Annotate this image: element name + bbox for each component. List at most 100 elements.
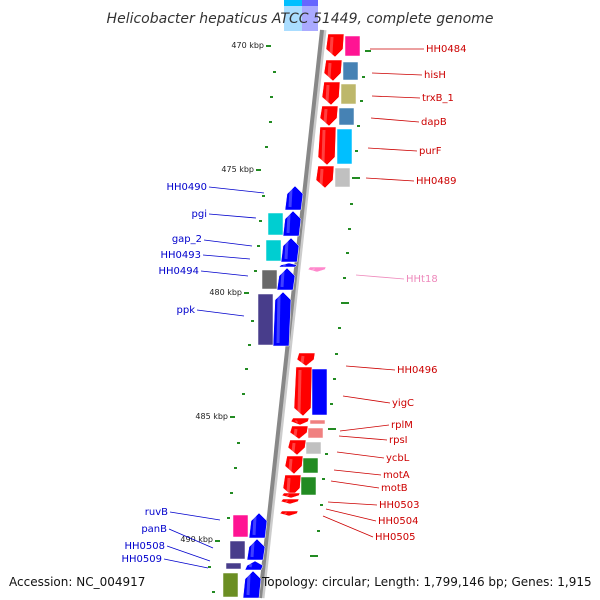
leader-line-ppk: [196, 309, 245, 317]
cog-block-hh0484: [344, 35, 361, 57]
leader-line-hh0489: [365, 177, 415, 182]
gene-label-hh0496[interactable]: HH0496: [397, 365, 438, 376]
gene-label-yigc[interactable]: yigC: [392, 398, 414, 409]
gene-arrow-hh0489[interactable]: [315, 165, 335, 189]
gene-arrow-hh0509[interactable]: [242, 570, 262, 599]
gene-label-hish[interactable]: hisH: [424, 70, 446, 81]
leader-line-purf: [367, 147, 418, 152]
cog-block-pgi: [267, 212, 284, 236]
gene-label-ruvb[interactable]: ruvB: [145, 507, 168, 518]
cog-block-ppk: [257, 293, 274, 346]
gene-label-rpsi[interactable]: rpsI: [389, 435, 408, 446]
gene-arrow-ppk[interactable]: [272, 291, 292, 347]
top-feature-cog: [284, 0, 302, 31]
gene-label-hh0508[interactable]: HH0508: [125, 541, 166, 552]
leader-line-gap-2: [203, 239, 253, 247]
labels-layer: HH0484 hisH trxB_1 dapB purF HH0489 HH04…: [122, 44, 467, 569]
gene-arrow-hish[interactable]: [323, 59, 343, 82]
gene-arrow-gap-2[interactable]: [280, 237, 300, 263]
cog-block-mota: [302, 457, 319, 474]
gene-arrow-hh0493[interactable]: [278, 262, 298, 268]
gene-label-rplm[interactable]: rplM: [391, 420, 413, 431]
gene-arrow-pgi[interactable]: [282, 210, 302, 237]
gene-arrow-shine: [248, 563, 253, 568]
gene-arrow-shine: [284, 240, 289, 260]
gene-arrow-mota[interactable]: [284, 455, 304, 475]
gene-arrow-shine: [246, 573, 251, 596]
gene-label-gap-2[interactable]: gap_2: [172, 234, 202, 245]
kbp-tick-mark: [230, 416, 235, 418]
gene-label-motb[interactable]: motB: [381, 483, 408, 494]
leader-line-hh0509: [163, 558, 209, 569]
cog-block-ycbl: [305, 441, 322, 455]
gene-label-pgi[interactable]: pgi: [192, 209, 207, 220]
leader-line-yigc: [342, 395, 391, 404]
gene-label-hh0484[interactable]: HH0484: [426, 44, 467, 55]
gene-arrow-shine: [325, 84, 330, 103]
gene-label-purf[interactable]: purF: [419, 146, 442, 157]
gene-label-hh0490[interactable]: HH0490: [167, 182, 208, 193]
gene-label-dapb[interactable]: dapB: [421, 117, 447, 128]
gene-arrow-dapb[interactable]: [319, 105, 339, 127]
gc-ticks-left: [208, 71, 276, 593]
gene-arrow-panb[interactable]: [246, 538, 266, 561]
kbp-tick-label: 490 kbp: [180, 535, 213, 544]
gene-arrow-hh0503[interactable]: [281, 492, 301, 499]
gene-arrow-rplm[interactable]: [290, 417, 310, 426]
gene-arrow-shine: [283, 511, 288, 516]
gene-arrow-trxb-1[interactable]: [321, 81, 341, 106]
gene-arrow-hh0505[interactable]: [279, 510, 299, 517]
gene-label-ppk[interactable]: ppk: [177, 305, 196, 316]
leader-line-hh0504: [325, 508, 377, 522]
gene-arrow-hh0496[interactable]: [296, 352, 316, 367]
gene-arrow-shine: [284, 499, 289, 504]
gene-label-trxb-1[interactable]: trxB_1: [422, 93, 454, 104]
gene-label-hh0493[interactable]: HH0493: [161, 250, 202, 261]
gene-arrow-purf[interactable]: [317, 126, 337, 166]
gene-label-panb[interactable]: panB: [141, 524, 167, 535]
leader-line-rplm: [339, 424, 390, 432]
gene-label-hh0494[interactable]: HH0494: [159, 266, 200, 277]
gene-label-hht18[interactable]: HHt18: [406, 274, 438, 285]
leader-line-hh0490: [208, 186, 265, 194]
gene-arrow-shine: [291, 442, 296, 453]
gene-arrow-motb[interactable]: [282, 474, 302, 497]
kbp-tick-label: 480 kbp: [209, 288, 242, 297]
leader-line-trxb-1: [371, 95, 421, 99]
leader-line-pgi: [208, 213, 257, 219]
gene-label-hh0504[interactable]: HH0504: [378, 516, 419, 527]
leader-line-hh0508: [166, 545, 211, 562]
gene-label-mota[interactable]: motA: [383, 470, 410, 481]
gene-arrow-shine: [311, 267, 316, 272]
gene-arrow-shine: [294, 419, 299, 424]
top-feature-edge: [284, 0, 302, 6]
leader-line-panb: [168, 528, 214, 549]
leader-line-mota: [333, 469, 382, 476]
cog-block-ruvb: [232, 514, 249, 538]
cog-block-rplm: [309, 419, 326, 425]
gene-label-hh0503[interactable]: HH0503: [379, 500, 420, 511]
gene-arrow-hh0484[interactable]: [325, 33, 345, 58]
gene-arrow-hh0490[interactable]: [284, 185, 304, 211]
gene-label-hh0509[interactable]: HH0509: [122, 554, 163, 565]
gene-arrow-shine: [293, 428, 298, 437]
genes-layer: [222, 33, 361, 599]
cog-block-purf: [336, 128, 353, 165]
gene-arrow-hht18[interactable]: [307, 266, 327, 273]
gene-arrow-yigc[interactable]: [293, 366, 313, 417]
gene-label-hh0489[interactable]: HH0489: [416, 176, 457, 187]
leader-line-hh0496: [345, 365, 396, 371]
gene-arrow-shine: [280, 270, 285, 288]
gene-arrow-ruvb[interactable]: [248, 512, 268, 539]
gene-arrow-hh0504[interactable]: [280, 498, 300, 505]
gene-arrow-hh0508[interactable]: [244, 560, 264, 571]
gene-arrow-shine: [282, 263, 287, 267]
gene-arrow-hh0494[interactable]: [276, 267, 296, 291]
gene-arrow-rpsi[interactable]: [289, 425, 309, 440]
leader-line-dapb: [370, 117, 420, 123]
gene-arrow-shine: [285, 493, 290, 498]
gene-label-hh0505[interactable]: HH0505: [375, 532, 416, 543]
gene-arrow-ycbl[interactable]: [287, 439, 307, 456]
cog-block-yigc: [311, 368, 328, 416]
gene-label-ycbl[interactable]: ycbL: [386, 453, 410, 464]
